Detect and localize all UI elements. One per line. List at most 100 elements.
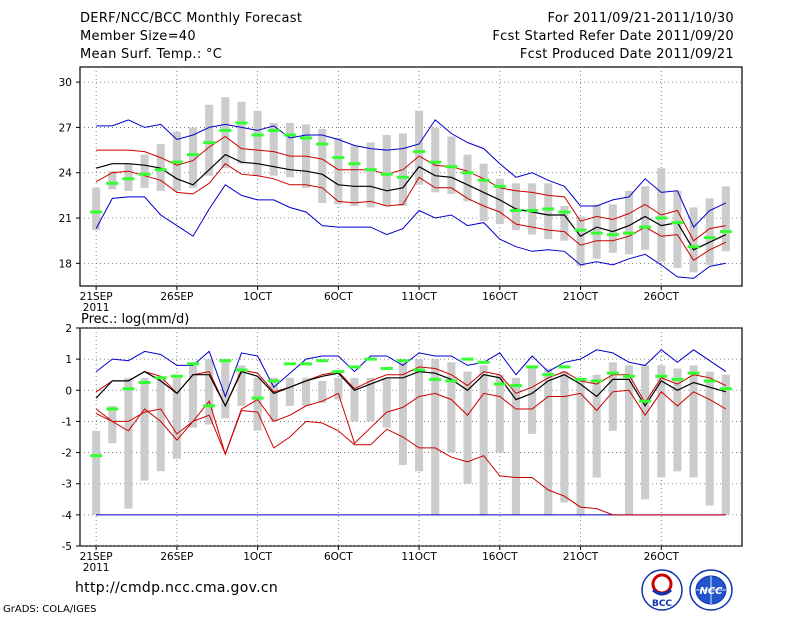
prec-spread-box <box>463 371 472 484</box>
temp-ensemble-mean-marker <box>138 172 151 176</box>
temp-spread-box <box>641 186 650 250</box>
chart-title: DERF/NCC/BCC Monthly Forecast <box>80 11 303 26</box>
prec-spread-box <box>350 377 359 422</box>
prec-ensemble-mean-marker <box>558 365 571 369</box>
prec-ytick-label: -3 <box>62 479 72 491</box>
temp-spread-box <box>237 101 246 164</box>
temp-spread-box <box>544 183 553 240</box>
temp-ensemble-mean-marker <box>251 133 264 137</box>
prec-spread-box <box>253 377 262 431</box>
temp-ensemble-mean-marker <box>316 142 329 146</box>
temp-spread-box <box>156 144 165 191</box>
grads-credit: GrADS: COLA/IGES <box>3 604 97 615</box>
prec-spread-box <box>641 365 650 500</box>
prec-ytick-label: -1 <box>62 416 72 428</box>
temp-spread-box <box>528 183 537 235</box>
prec-spread-box <box>673 368 682 472</box>
temp-xtick-label: 26SEP <box>160 291 193 303</box>
temp-spread-box <box>705 198 714 265</box>
temp-ytick-label: 30 <box>59 77 72 89</box>
temp-spread-box <box>350 145 359 206</box>
temp-ensemble-mean-marker <box>493 184 506 188</box>
prec-ensemble-mean-marker <box>413 368 426 372</box>
temp-spread-box <box>431 127 440 193</box>
prec-lower-line <box>95 389 727 456</box>
prec-spread-box <box>92 430 101 515</box>
fcst-started-date: Fcst Started Refer Date 2011/09/20 <box>492 29 734 44</box>
prec-ensemble-mean-marker <box>283 362 296 366</box>
temp-ensemble-mean-marker <box>509 208 522 212</box>
prec-ensemble-mean-marker <box>90 454 103 458</box>
prec-ytick-label: -5 <box>62 541 72 553</box>
prec-ensemble-mean-marker <box>203 404 216 408</box>
bcc-logo-text: BCC <box>652 599 672 609</box>
temp-ensemble-mean-marker <box>332 156 345 160</box>
prec-ensemble-mean-marker <box>574 377 587 381</box>
prec-spread-box <box>188 365 198 428</box>
temp-ensemble-mean-marker <box>622 231 635 235</box>
prec-ensemble-mean-marker <box>542 373 555 377</box>
prec-ytick-label: 1 <box>65 354 72 366</box>
temp-ensemble-mean-marker <box>445 165 458 169</box>
temperature-panel: 21SEP 26SEP 1OCT 6OCT 11OCT 16OCT 21OCT 26OCT 20… <box>59 66 743 314</box>
temp-spread-box <box>188 127 198 188</box>
prec-ensemble-mean-marker <box>380 366 393 370</box>
temp-xtick-label: 21SEP <box>80 291 113 303</box>
prec-spread-box <box>705 371 714 506</box>
prec-xtick-label: 26OCT <box>644 551 680 563</box>
prec-lower-extreme-line <box>95 408 726 516</box>
temp-ensemble-mean-marker <box>574 228 587 232</box>
temp-spread-box <box>269 122 278 176</box>
forecast-period: For 2011/09/21-2011/10/30 <box>547 11 734 26</box>
temp-xtick-label: 16OCT <box>482 291 518 303</box>
temp-spread-box <box>415 110 424 185</box>
temp-frame <box>79 66 743 287</box>
temp-max-line <box>96 119 727 228</box>
prec-ensemble-mean-marker <box>493 382 506 386</box>
precipitation-panel: 21SEP 26SEP 1OCT 6OCT 11OCT 16OCT 21OCT 26OCT20… <box>62 323 743 574</box>
temp-spread-box <box>576 216 585 267</box>
prec-ensemble-mean-marker <box>106 407 119 411</box>
temp-ensemble-mean-marker <box>477 178 490 182</box>
prec-ensemble-mean-marker <box>235 368 248 372</box>
prec-spread-box <box>318 380 327 403</box>
prec-spread-box <box>689 365 698 478</box>
prec-spread-box <box>528 365 537 434</box>
prec-ensemble-mean-marker <box>348 365 361 369</box>
temp-spread-box <box>721 186 730 252</box>
prec-upper-line <box>95 366 727 408</box>
temp-spread-box <box>560 205 569 241</box>
temp-ensemble-mean-marker <box>122 177 135 181</box>
temp-ensemble-mean-marker <box>558 210 571 214</box>
temp-spread-box <box>463 154 472 202</box>
temp-spread-box <box>318 128 327 203</box>
prec-xtick-label: 21OCT <box>563 551 599 563</box>
temp-xtick-label: 1OCT <box>243 291 272 303</box>
temp-ensemble-mean-marker <box>348 162 361 166</box>
temp-lower-line <box>95 163 727 261</box>
temp-ytick-label: 21 <box>59 213 72 225</box>
precip-panel-title: Prec.: log(mm/d) <box>81 312 189 327</box>
temp-xtick-label: 11OCT <box>401 291 437 303</box>
temp-spread-box <box>285 122 294 178</box>
prec-ensemble-mean-marker <box>267 379 280 383</box>
prec-ytick-label: -2 <box>62 448 72 460</box>
source-url[interactable]: http://cmdp.ncc.cma.gov.cn <box>75 580 278 596</box>
temp-ensemble-mean-marker <box>219 128 232 132</box>
prec-spread-box <box>657 365 666 478</box>
temp-spread-box <box>447 136 456 194</box>
prec-spread-box <box>608 362 617 431</box>
temp-ensemble-mean-marker <box>671 221 684 225</box>
temp-ensemble-mean-marker <box>606 233 619 237</box>
prec-spread-box <box>544 368 553 515</box>
member-size: Member Size=40 <box>80 29 196 44</box>
prec-spread-box <box>721 374 730 515</box>
prec-spread-box <box>447 362 456 453</box>
temp-ensemble-mean-marker <box>461 171 474 175</box>
temp-spread-box <box>221 97 230 169</box>
prec-ytick-label: 2 <box>65 323 72 335</box>
prec-spread-box <box>172 377 181 459</box>
temp-spread-box <box>495 178 504 225</box>
ncc-logo: NCC <box>689 569 733 611</box>
prec-frame <box>79 327 743 547</box>
